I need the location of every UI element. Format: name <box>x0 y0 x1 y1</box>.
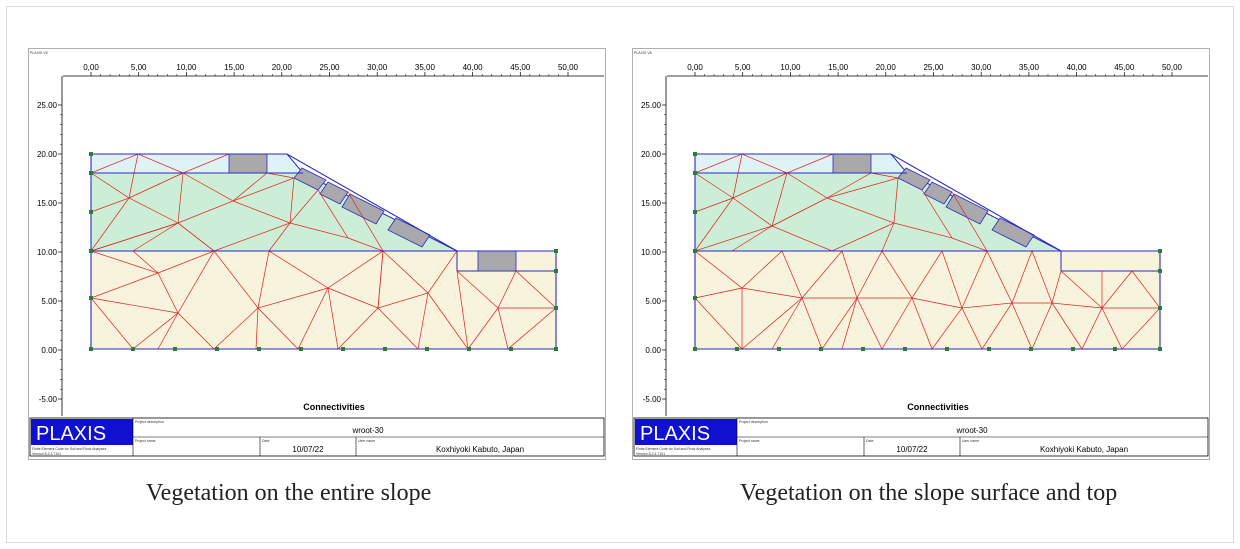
y-tick-label: -5.00 <box>643 395 662 404</box>
svg-text:Version 8.2.4.7101: Version 8.2.4.7101 <box>636 452 665 456</box>
svg-text:Date: Date <box>262 439 269 443</box>
date-value: 10/07/22 <box>896 445 928 454</box>
x-tick-label: 15,00 <box>828 63 849 72</box>
plaxis-logo <box>635 419 737 445</box>
y-tick-label: 0.00 <box>645 346 661 355</box>
y-tick-label: 20.00 <box>37 150 58 159</box>
date-value: 10/07/22 <box>292 445 324 454</box>
user-name: Koxhiyoki Kabuto, Japan <box>1040 445 1128 454</box>
svg-text:Project description: Project description <box>135 420 164 424</box>
svg-text:User name: User name <box>358 439 375 443</box>
svg-text:Date: Date <box>866 439 873 443</box>
x-tick-label: 35,00 <box>1019 63 1040 72</box>
x-ticks: 0,00 5,00 10,00 15,00 20,00 25,00 30,00 35,00 40… <box>83 63 579 76</box>
left-caption: Vegetation on the entire slope <box>146 480 432 506</box>
y-tick-label: 0.00 <box>41 346 57 355</box>
x-tick-label: 20,00 <box>876 63 897 72</box>
figure-frame <box>6 6 1234 543</box>
project-description: wroot-30 <box>955 426 988 435</box>
title-block: PLAXIS Finite Element Code for Soil and … <box>29 417 605 457</box>
y-tick-label: -5.00 <box>39 395 58 404</box>
y-ticks: 25.00 20.00 15.00 10.00 5.00 0.00 -5.00 <box>641 101 666 404</box>
base-layer <box>694 250 1161 350</box>
corner-label: PLAXIS V8 <box>634 51 652 55</box>
plaxis-logo <box>31 419 133 445</box>
x-tick-label: 25,00 <box>319 63 340 72</box>
y-tick-label: 20.00 <box>641 150 662 159</box>
x-ticks: 0,00 5,00 10,00 15,00 20,00 25,00 30,00 35,00 40… <box>687 63 1183 76</box>
left-panel: PLAXIS V8 0,00 5,00 10,00 15,00 20,00 25,00 30… <box>28 48 606 460</box>
x-tick-label: 10,00 <box>176 63 197 72</box>
plot-title: Connectivities <box>907 402 969 412</box>
top-layer <box>90 153 305 174</box>
x-tick-label: 35,00 <box>415 63 436 72</box>
svg-text:PLAXIS: PLAXIS <box>36 423 106 445</box>
y-tick-label: 15.00 <box>641 199 662 208</box>
x-tick-label: 30,00 <box>367 63 388 72</box>
svg-text:Version 8.2.4.7101: Version 8.2.4.7101 <box>32 452 61 456</box>
right-panel: PLAXIS V8 0,00 5,00 10,00 15,00 20,00 25,00 30… <box>632 48 1210 460</box>
svg-text:Project name: Project name <box>135 439 156 443</box>
y-ticks: 25.00 20.00 15.00 10.00 5.00 0.00 -5.00 <box>37 101 62 404</box>
x-tick-label: 20,00 <box>272 63 293 72</box>
right-caption: Vegetation on the slope surface and top <box>740 480 1118 506</box>
x-tick-label: 30,00 <box>971 63 992 72</box>
plot-title: Connectivities <box>303 402 365 412</box>
x-tick-label: 0,00 <box>83 63 99 72</box>
x-tick-label: 40,00 <box>1067 63 1088 72</box>
title-block: PLAXIS Finite Element Code for Soil and … <box>633 417 1209 457</box>
svg-text:User name: User name <box>962 439 979 443</box>
y-tick-label: 25.00 <box>641 101 662 110</box>
corner-label: PLAXIS V8 <box>30 51 48 55</box>
vegetation-blocks <box>228 153 517 272</box>
x-tick-label: 45,00 <box>510 63 531 72</box>
x-tick-label: 25,00 <box>923 63 944 72</box>
fixity-nodes <box>693 152 1162 351</box>
x-tick-label: 5,00 <box>131 63 147 72</box>
fixity-nodes <box>89 152 558 351</box>
left-mesh-plot: PLAXIS V8 0,00 5,00 10,00 15,00 20,00 25,00 30… <box>28 48 606 460</box>
x-tick-label: 40,00 <box>463 63 484 72</box>
x-tick-label: 5,00 <box>735 63 751 72</box>
y-tick-label: 5.00 <box>645 297 661 306</box>
x-tick-label: 0,00 <box>687 63 703 72</box>
svg-text:Finite Element Code for Soil a: Finite Element Code for Soil and Rock An… <box>636 447 711 451</box>
y-tick-label: 10.00 <box>37 248 58 257</box>
right-mesh-plot: PLAXIS V8 0,00 5,00 10,00 15,00 20,00 25,00 30… <box>632 48 1210 460</box>
svg-text:Project description: Project description <box>739 420 768 424</box>
top-layer <box>694 153 909 174</box>
x-tick-label: 10,00 <box>780 63 801 72</box>
svg-text:Finite Element Code for Soil a: Finite Element Code for Soil and Rock An… <box>32 447 107 451</box>
project-description: wroot-30 <box>351 426 384 435</box>
y-tick-label: 5.00 <box>41 297 57 306</box>
x-tick-label: 50,00 <box>1162 63 1183 72</box>
svg-text:Project name: Project name <box>739 439 760 443</box>
x-tick-label: 45,00 <box>1114 63 1135 72</box>
x-tick-label: 50,00 <box>558 63 579 72</box>
y-tick-label: 15.00 <box>37 199 58 208</box>
y-tick-label: 25.00 <box>37 101 58 110</box>
user-name: Koxhiyoki Kabuto, Japan <box>436 445 524 454</box>
svg-text:PLAXIS: PLAXIS <box>640 423 710 445</box>
y-tick-label: 10.00 <box>641 248 662 257</box>
x-tick-label: 15,00 <box>224 63 245 72</box>
